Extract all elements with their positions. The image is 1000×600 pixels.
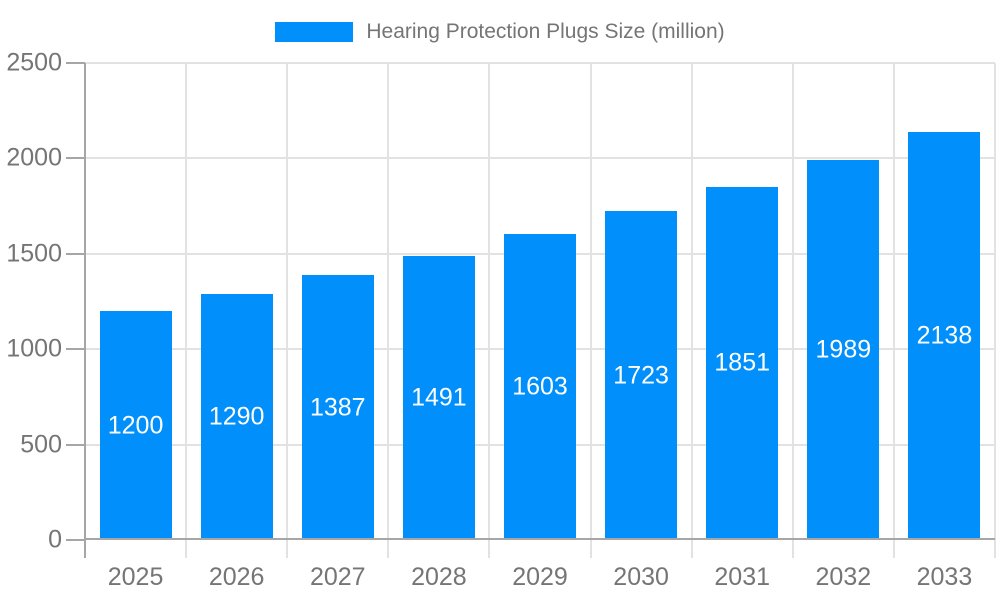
bar [504,234,576,540]
x-axis-line [85,538,995,540]
bar [908,132,981,540]
bar-value-label: 1851 [714,348,771,377]
bar-value-label: 1491 [411,383,467,412]
x-tick-label: 2030 [613,563,669,591]
bar [706,186,779,540]
bar-value-label: 1290 [208,402,265,431]
x-tick-label: 2028 [411,563,467,591]
bar [605,211,678,540]
gridline-vertical [387,63,390,558]
x-tick-label: 2033 [916,563,973,591]
y-tick-label: 0 [48,525,62,554]
y-axis-tick [66,539,85,541]
y-tick-label: 1500 [6,239,62,268]
gridline-vertical [589,63,592,558]
gridline-vertical [892,63,895,558]
y-axis-tick [66,252,85,255]
plot-area: 0 500 1000 1500 2000 2500 1200 2025 1290 2026 1387… [6,49,996,591]
bar [99,311,172,540]
gridline-vertical [791,63,794,558]
x-tick-label: 2031 [714,563,771,591]
gridline-vertical [690,63,693,558]
legend-swatch-icon [275,22,354,42]
y-axis-tick [66,443,85,446]
bar-value-label: 2138 [916,321,973,350]
y-axis-tick [66,348,85,351]
gridline-horizontal [85,157,995,160]
bar-value-label: 1200 [107,411,164,440]
x-tick-label: 2032 [815,563,872,591]
bar-value-label: 1989 [815,335,872,364]
gridline-vertical [994,63,996,558]
bar [402,255,475,540]
gridline-vertical [185,63,188,558]
bar [200,293,273,540]
x-tick-label: 2027 [309,563,366,591]
y-tick-label: 2000 [6,143,62,172]
y-tick-label: 2500 [6,48,62,77]
bar-value-label: 1723 [613,361,669,390]
bar-value-label: 1603 [512,372,568,401]
bar [301,275,374,540]
y-tick-label: 500 [20,430,62,459]
x-tick-label: 2025 [107,563,164,591]
y-axis-line [84,63,86,558]
legend-label: Hearing Protection Plugs Size (million) [366,20,725,43]
gridline-vertical [488,63,491,558]
y-tick-label: 1000 [6,334,62,363]
x-tick-label: 2026 [208,563,265,591]
y-axis-tick [66,62,85,64]
bar-value-label: 1387 [309,393,366,422]
x-tick-label: 2029 [512,563,568,591]
gridline-vertical [286,63,289,558]
legend[interactable]: Hearing Protection Plugs Size (million) [0,20,1000,44]
gridline-horizontal [85,62,995,64]
y-axis-tick [66,157,85,160]
bar [807,160,880,540]
